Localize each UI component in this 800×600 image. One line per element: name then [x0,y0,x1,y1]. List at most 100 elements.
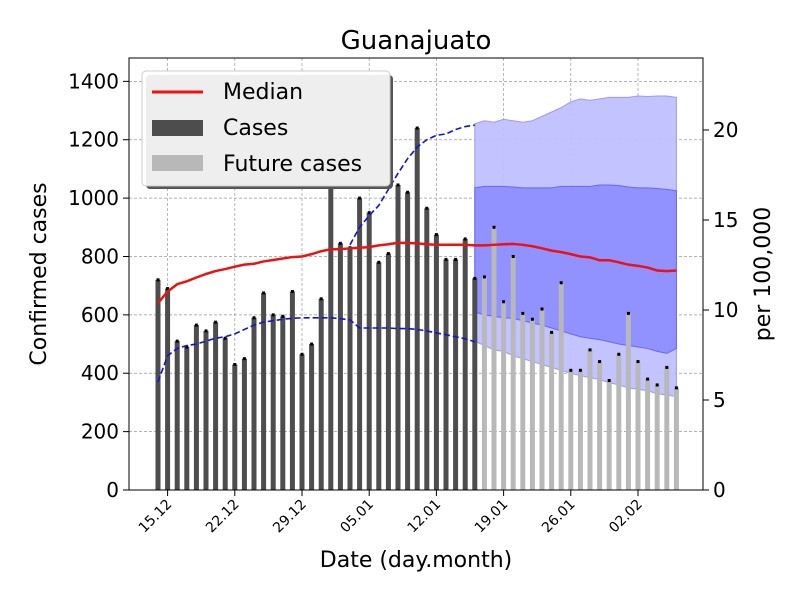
y-tick-label: 1200 [68,128,119,152]
case-bar [289,291,295,490]
case-bar [357,198,363,491]
legend-box [141,70,391,187]
future-case-bar-marker [636,360,640,364]
future-case-bar [654,384,660,490]
x-tick-label: 02.02 [606,497,646,537]
case-bar [443,259,449,490]
future-case-bar [664,367,670,490]
case-bar [241,358,247,490]
case-bar-marker [377,260,381,264]
case-bar [193,325,199,490]
case-bar-marker [175,339,179,343]
case-bar-marker [319,297,323,301]
y-tick-label: 1000 [68,186,119,210]
future-case-bar-marker [569,368,573,372]
future-case-bar-marker [626,311,630,315]
case-bar [270,314,276,490]
future-case-bar [549,332,555,490]
y-axis-right: 0 5 10 15 20 [703,118,738,502]
case-bar-marker [406,190,410,194]
inner-band [474,184,677,354]
y-right-tick-label: 10 [713,298,738,322]
y-axis-left: 0 200 400 600 800 1000 1200 1400 [68,69,129,502]
case-bar-marker [194,323,198,327]
inner-band-area [474,184,677,354]
series-lines [157,124,677,383]
future-case-bar-marker [655,383,659,387]
future-case-bar [606,380,612,490]
future-case-bar [558,282,564,490]
case-bar-marker [338,241,342,245]
x-tick-label: 22.12 [203,497,243,537]
case-bar [376,262,382,490]
case-bar-marker [454,257,458,261]
case-bar-marker [271,313,275,317]
case-bar-marker [434,233,438,237]
future-case-bar [491,227,497,490]
legend-cases-label: Cases [223,116,288,141]
case-bar-marker [415,126,419,130]
y-tick-label: 600 [81,303,119,327]
future-case-bar-marker [521,311,525,315]
y-axis-label-right: per 100,000 [751,207,776,342]
case-bar [462,238,468,490]
x-tick-label: 05.01 [337,497,377,537]
legend-median-label: Median [223,80,303,105]
case-bar [453,259,459,490]
case-bar-marker [396,183,400,187]
future-case-bar-marker [617,352,621,356]
x-axis-label: Date (day.month) [320,548,512,573]
future-case-bar [673,387,679,490]
case-bar-marker [242,357,246,361]
case-bar-marker [223,336,227,340]
y-tick-label: 400 [81,361,119,385]
legend: Median Cases Future cases [141,70,393,189]
case-bar [251,317,257,490]
case-bar [280,316,286,490]
case-bar [299,354,305,490]
future-case-bar-marker [674,386,678,390]
case-bar [424,208,430,490]
y-tick-label: 200 [81,420,119,444]
future-case-bar-marker [482,275,486,279]
y-right-tick-label: 20 [713,118,738,142]
x-tick-label: 15.12 [136,497,176,537]
case-bar [318,298,324,490]
case-bar [165,288,171,490]
future-case-bar [520,313,526,490]
case-bar-marker [367,211,371,215]
future-case-bar-marker [607,379,611,383]
case-bar-marker [386,252,390,256]
case-bar [155,279,161,490]
plot-frame [128,57,704,491]
future-case-bar [529,319,535,490]
future-case-bar [645,379,651,490]
future-case-bar-marker [598,360,602,364]
case-bar-marker [252,316,256,320]
x-tick-label: 19.01 [472,497,512,537]
case-bar-marker [281,314,285,318]
future-case-bar [635,361,641,490]
case-bar [232,364,238,490]
x-tick-label: 12.01 [405,497,445,537]
case-bar-marker [214,320,218,324]
case-bar [337,243,343,490]
case-bar [405,192,411,490]
legend-cases-swatch [152,120,203,136]
y-right-tick-label: 15 [713,208,738,232]
case-bar [213,322,219,490]
future-case-bar-marker [550,330,554,334]
future-case-bar-marker [665,365,669,369]
y-tick-label: 1400 [68,69,119,93]
case-bar-marker [156,278,160,282]
case-bar [174,341,180,490]
case-bar-marker [185,345,189,349]
case-bar-marker [300,352,304,356]
y-right-tick-label: 0 [713,478,726,502]
future-case-bar-marker [540,307,544,311]
case-bar [472,278,478,490]
case-bar [395,184,401,491]
future-case-bar-marker [492,225,496,229]
future-case-bar [587,349,593,490]
y-tick-label: 0 [106,478,119,502]
